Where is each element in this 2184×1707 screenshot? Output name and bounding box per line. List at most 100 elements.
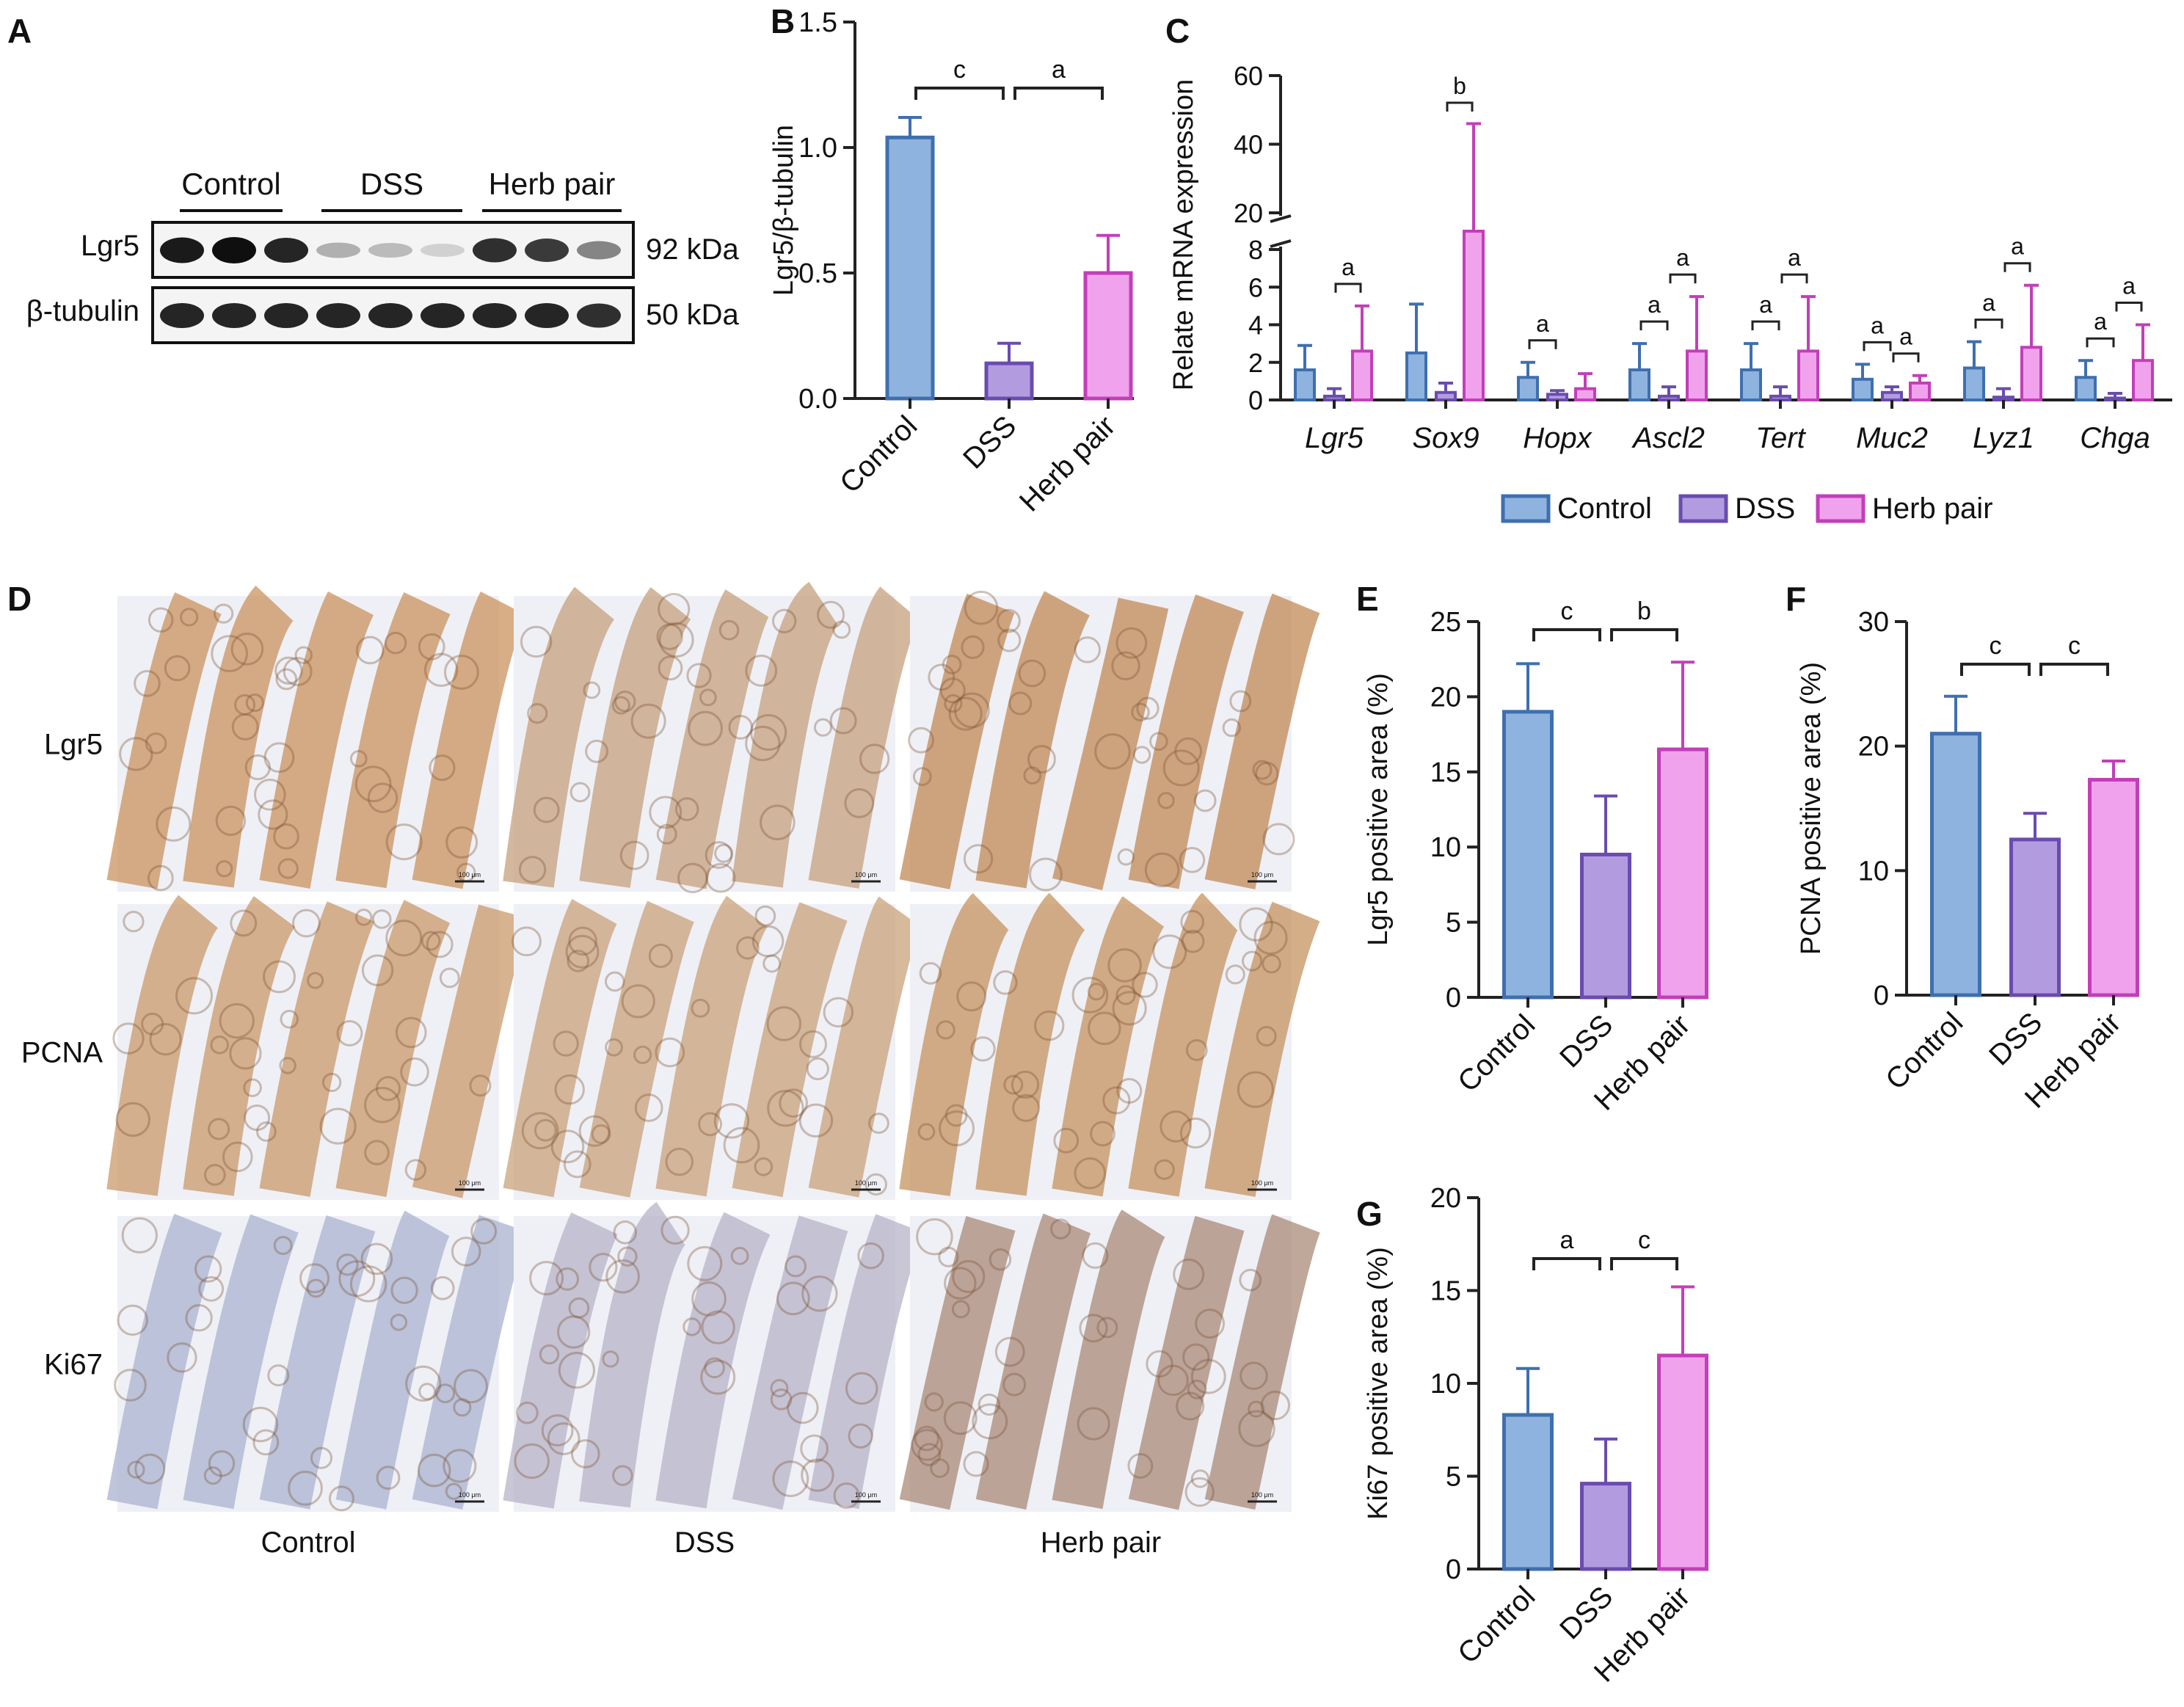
histology-crypt [390,1276,418,1304]
bar [1797,349,1819,401]
histology-crypt [180,608,199,627]
histology-tissue-band [732,581,840,888]
histology-tissue-band [655,589,770,889]
histology-crypt [658,593,691,626]
histology-crypt [698,1112,723,1137]
y-tick-label: 40 [1234,130,1263,160]
histology-crypt [943,1401,978,1435]
x-tick-label: Control [1452,1580,1541,1670]
bar [1930,732,1981,997]
blot-group-label: Herb pair [489,167,616,201]
histology-crypt [634,1093,663,1122]
histology-crypt [219,1002,255,1039]
histology-crypt [617,1246,638,1267]
histology-crypt [518,856,547,884]
significance-bracket [1610,628,1678,641]
histology-crypt [1182,1343,1210,1371]
histology-crypt [245,693,264,713]
histology-crypt [1255,762,1279,786]
blot-row-label: Lgr5 [81,230,139,262]
legend-label: Control [1557,492,1652,525]
histology-crypt [215,805,247,837]
histology-crypt [134,669,161,697]
histology-crypt [242,1406,279,1443]
histology-crypt [1174,737,1203,765]
blot-group-label: Control [181,167,280,201]
histology-crypt [258,799,288,830]
histology-crypt [916,1218,953,1256]
histology-col-label: Control [261,1526,356,1559]
bar [1517,376,1539,401]
histology-crypt [948,696,983,731]
significance-label: c [1561,597,1573,625]
histology-crypt [148,607,174,633]
histology-crypt [367,782,398,813]
bar [2075,376,2097,401]
histology-crypt [1181,929,1205,953]
legend-swatch [1816,494,1866,523]
histology-crypt [554,1074,585,1105]
blot-kda-label: 92 kDa [646,233,739,266]
histology-crypt [445,1482,462,1500]
histology-tissue-band [106,895,219,1196]
histology-crypt [1082,1242,1109,1269]
histology-crypt [203,1466,222,1485]
histology-crypt [859,743,890,774]
histology-crypt [1195,1309,1226,1339]
histology-crypt [621,984,655,1019]
significance-label: a [1342,254,1355,280]
y-tick-label: 0.5 [798,258,837,289]
histology-crypt [1136,696,1160,720]
axis-break-mark [1270,214,1292,223]
bar [1658,394,1680,401]
histology-crypt [978,1393,1000,1416]
histology-crypt [649,796,682,829]
histology-crypt [435,1383,456,1404]
histology-crypt [267,1364,290,1387]
histology-crypt [938,1246,959,1267]
significance-bracket [1892,352,1920,363]
histology-crypt [1132,746,1151,764]
histology-crypt [619,840,649,870]
histology-crypt [1187,1379,1207,1400]
histology-crypt [375,1076,401,1102]
histology-crypt [280,1010,299,1029]
histology-crypt [1087,983,1106,1001]
histology-crypt [1242,950,1263,972]
histology-crypt [993,970,1018,995]
histology-crypt [944,694,963,713]
histology-crypt [355,636,385,665]
histology-crypt [141,1012,164,1036]
histology-crypt [613,1220,638,1245]
histology-crypt [691,1281,727,1317]
histology-crypt [385,823,423,861]
blot-band [421,303,465,328]
y-tick-label: 10 [1858,856,1889,887]
histology-tissue-band [975,591,1091,889]
blot-row-label: β-tubulin [26,295,139,327]
y-tick-label: 8 [1248,235,1263,265]
bar [1909,381,1931,401]
histology-crypt [997,628,1022,652]
histology-crypt [112,1022,145,1055]
histology-tissue-band [1204,1214,1320,1510]
bar [1992,396,2014,401]
histology-crypt [736,936,760,960]
histology-crypt [1077,1407,1110,1441]
histology-crypt [1088,1011,1121,1045]
histology-tissue-band [975,892,1086,1196]
y-tick-label: 15 [1430,1276,1461,1307]
histology-crypt [211,635,248,672]
histology-crypt [630,703,666,739]
histology-crypt [772,608,797,633]
y-axis-label: Relate mRNA expression [1168,79,1199,391]
histology-tissue-band [412,1215,528,1510]
histology-crypt [829,707,857,735]
histology-crypt [813,718,833,737]
histology-crypt [376,1466,401,1491]
histology-crypt [553,1030,579,1057]
histology-tissue-band [655,1212,771,1509]
histology-crypt [520,625,553,658]
histology-crypt [713,1103,750,1139]
histology-crypt [1132,972,1158,998]
